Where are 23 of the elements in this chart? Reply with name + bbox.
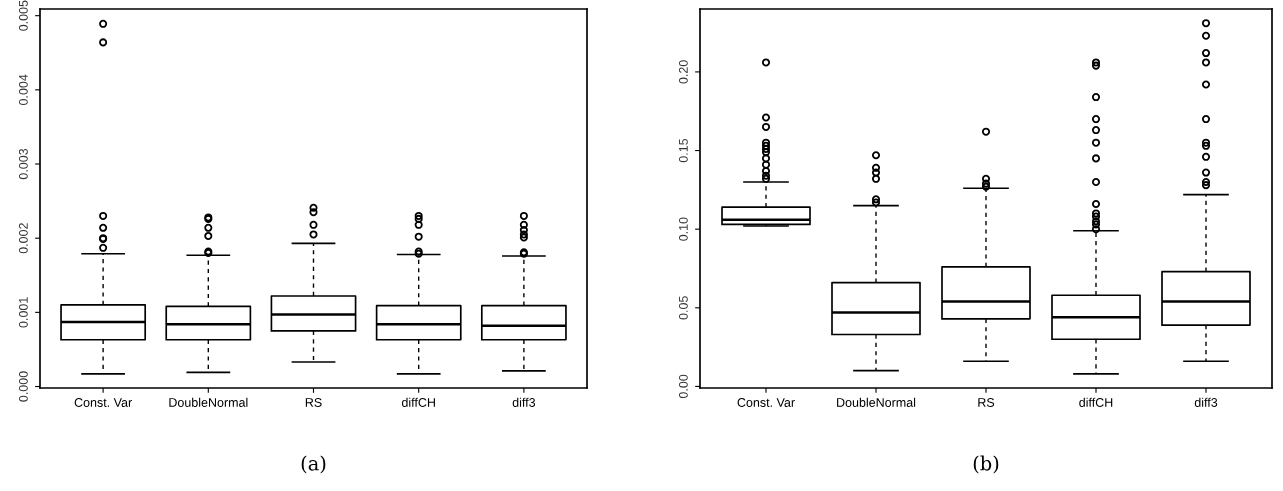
x-tick-label: diffCH	[1079, 397, 1113, 407]
x-tick-label: Const. Var	[737, 398, 795, 407]
y-tick-label: 0.004	[18, 74, 28, 105]
x-tick-label: DoubleNormal	[837, 397, 916, 407]
x-tick-label: DoubleNormal	[169, 397, 248, 407]
y-tick-label: 0.000	[18, 371, 28, 402]
y-tick-label: 0.005	[18, 0, 28, 31]
text: (b)	[973, 455, 999, 474]
y-tick-label: 0.05	[678, 296, 688, 320]
y-tick-label: 0.20	[678, 60, 688, 84]
x-tick-label: Const. Var	[74, 398, 132, 407]
text: (a)	[301, 455, 326, 474]
y-tick-label: 0.10	[678, 217, 688, 241]
x-tick-label: RS	[978, 398, 995, 407]
y-tick-label: 0.00	[678, 374, 688, 399]
y-tick-label: 0.002	[18, 223, 28, 254]
x-tick-label: diff3	[1194, 397, 1218, 407]
y-tick-label: 0.15	[678, 138, 688, 163]
x-tick-label: RS	[305, 398, 322, 407]
y-tick-label: 0.003	[18, 148, 28, 180]
x-tick-label: diff3	[512, 397, 536, 407]
y-tick-label: 0.001	[18, 297, 28, 328]
x-tick-label: diffCH	[401, 397, 435, 407]
